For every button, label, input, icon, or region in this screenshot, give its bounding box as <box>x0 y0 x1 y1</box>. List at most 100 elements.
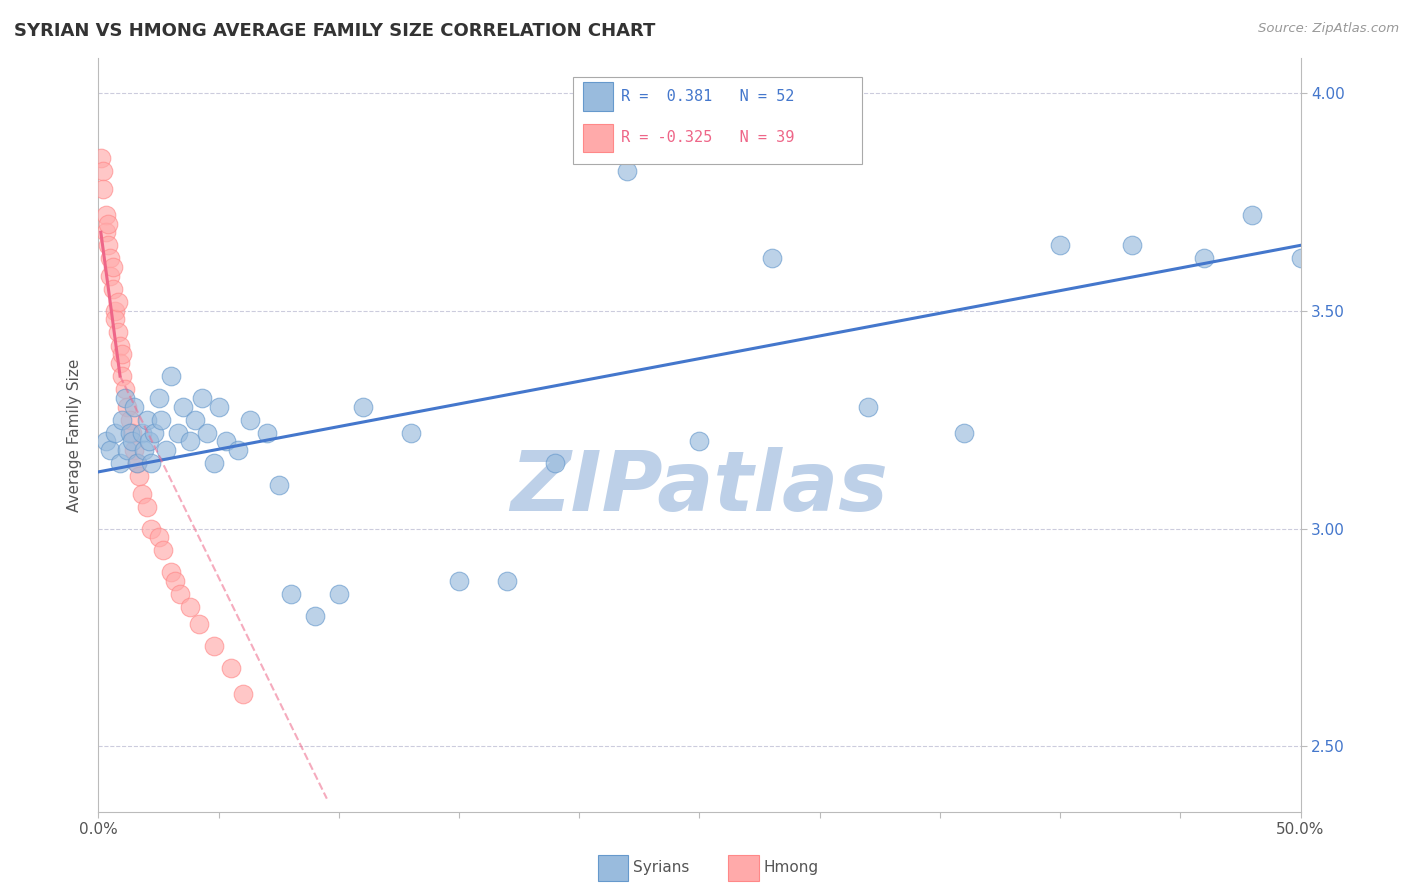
Point <box>179 599 201 614</box>
Point <box>215 434 238 449</box>
Point <box>94 225 117 239</box>
Point <box>169 587 191 601</box>
Bar <box>583 82 613 111</box>
Text: ZIPatlas: ZIPatlas <box>510 447 889 528</box>
Text: SYRIAN VS HMONG AVERAGE FAMILY SIZE CORRELATION CHART: SYRIAN VS HMONG AVERAGE FAMILY SIZE CORR… <box>14 22 655 40</box>
Point <box>104 425 127 440</box>
Point <box>953 425 976 440</box>
Bar <box>583 124 613 153</box>
Point <box>172 400 194 414</box>
Point <box>100 252 122 266</box>
Point <box>183 412 205 426</box>
Point <box>1241 208 1264 222</box>
Point <box>111 347 134 361</box>
Point <box>138 434 160 449</box>
Point <box>219 661 242 675</box>
Point <box>191 391 214 405</box>
Point <box>107 326 129 340</box>
Point <box>166 425 188 440</box>
Point <box>94 434 117 449</box>
Point <box>202 639 225 653</box>
Point <box>616 164 638 178</box>
Point <box>97 238 120 252</box>
Point <box>108 456 131 470</box>
Point <box>761 252 783 266</box>
Point <box>135 500 157 514</box>
Point <box>188 617 211 632</box>
Text: Hmong: Hmong <box>763 860 818 874</box>
Point <box>91 182 114 196</box>
Point <box>165 574 187 588</box>
Point <box>100 268 122 283</box>
Point <box>128 469 150 483</box>
Point <box>94 208 117 222</box>
Point <box>148 530 170 544</box>
Point <box>135 412 157 426</box>
Point <box>195 425 218 440</box>
Point <box>856 400 879 414</box>
Point <box>226 443 249 458</box>
Point <box>179 434 201 449</box>
Point <box>148 391 170 405</box>
Point <box>155 443 177 458</box>
Point <box>202 456 225 470</box>
Point <box>111 412 134 426</box>
FancyBboxPatch shape <box>574 77 862 163</box>
Point <box>124 443 146 458</box>
Point <box>101 260 124 274</box>
Point <box>121 425 143 440</box>
Point <box>159 565 181 579</box>
Point <box>352 400 374 414</box>
Point <box>117 400 139 414</box>
Point <box>689 434 711 449</box>
Point <box>97 217 120 231</box>
Point <box>496 574 519 588</box>
Point <box>1289 252 1312 266</box>
Point <box>118 412 141 426</box>
Point <box>1194 252 1216 266</box>
Point <box>124 400 146 414</box>
Text: R =  0.381   N = 52: R = 0.381 N = 52 <box>621 89 794 104</box>
Point <box>117 443 139 458</box>
Point <box>114 391 136 405</box>
Point <box>101 282 124 296</box>
Point <box>132 443 155 458</box>
Point <box>121 434 143 449</box>
Point <box>141 456 163 470</box>
Point <box>90 151 112 165</box>
Point <box>544 456 567 470</box>
Point <box>141 522 163 536</box>
Point <box>280 587 302 601</box>
Text: R = -0.325   N = 39: R = -0.325 N = 39 <box>621 130 794 145</box>
Point <box>1049 238 1071 252</box>
Point <box>104 312 127 326</box>
Y-axis label: Average Family Size: Average Family Size <box>67 359 83 511</box>
Point <box>108 338 131 352</box>
Point <box>118 425 141 440</box>
Point <box>131 425 153 440</box>
Point <box>447 574 470 588</box>
Point <box>267 478 290 492</box>
Point <box>100 443 122 458</box>
Point <box>304 608 326 623</box>
Point <box>328 587 350 601</box>
Point <box>142 425 165 440</box>
Point <box>152 543 174 558</box>
Point <box>111 369 134 384</box>
Point <box>149 412 172 426</box>
Point <box>399 425 422 440</box>
Point <box>104 303 127 318</box>
Point <box>107 295 129 310</box>
Point <box>131 486 153 500</box>
Text: Syrians: Syrians <box>633 860 689 874</box>
Point <box>208 400 231 414</box>
Point <box>108 356 131 370</box>
Point <box>159 369 181 384</box>
Point <box>239 412 262 426</box>
Point <box>232 687 254 701</box>
Point <box>114 382 136 396</box>
Text: Source: ZipAtlas.com: Source: ZipAtlas.com <box>1258 22 1399 36</box>
Point <box>256 425 278 440</box>
Point <box>125 456 148 470</box>
Point <box>125 456 148 470</box>
